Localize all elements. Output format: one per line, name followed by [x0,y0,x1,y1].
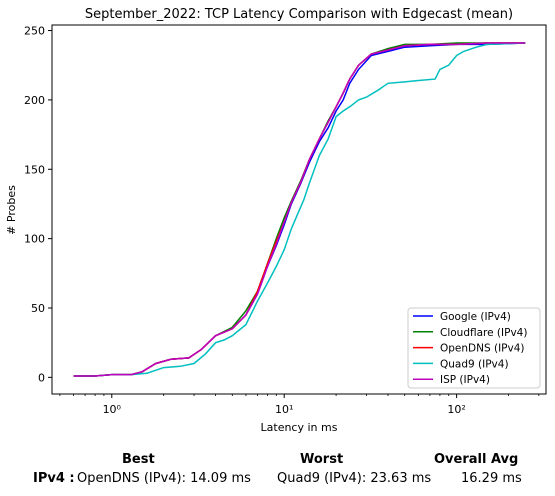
legend-box [407,307,541,389]
legend-entry: Cloudflare (IPv4) [440,327,527,339]
chart-title: September_2022: TCP Latency Comparison w… [85,7,513,22]
legend-entry: Quad9 (IPv4) [440,358,509,370]
x-axis-label: Latency in ms [261,421,338,434]
best-value: OpenDNS (IPv4): 14.09 ms [77,471,251,486]
y-tick-label: 200 [24,94,45,107]
y-tick-label: 150 [24,163,45,176]
series-line-3 [73,42,526,377]
overall-avg-header: Overall Avg [434,452,519,467]
series-line-4 [73,42,526,377]
y-axis-label: # Probes [5,185,18,235]
latency-chart: September_2022: TCP Latency Comparison w… [5,7,547,434]
overall-avg-value: 16.29 ms [461,471,522,486]
legend-entry: ISP (IPv4) [440,374,490,386]
plot-frame [51,24,547,395]
legend-entry: OpenDNS (IPv4) [440,343,525,355]
worst-header: Worst [300,452,344,467]
y-tick-label: 50 [31,302,45,315]
y-tick-label: 250 [24,25,45,38]
ipv4-row-label: IPv4 : [33,471,75,486]
legend-entry: Google (IPv4) [440,311,511,323]
x-tick-label: 10¹ [275,403,293,416]
worst-value: Quad9 (IPv4): 23.63 ms [277,471,432,486]
x-tick-label: 10⁰ [103,403,122,416]
x-tick-label: 10² [447,403,465,416]
y-tick-label: 0 [38,371,45,384]
chart-legend: Google (IPv4) Cloudflare (IPv4) OpenDNS (I… [407,307,541,389]
best-header: Best [122,452,155,467]
y-tick-label: 100 [24,233,45,246]
